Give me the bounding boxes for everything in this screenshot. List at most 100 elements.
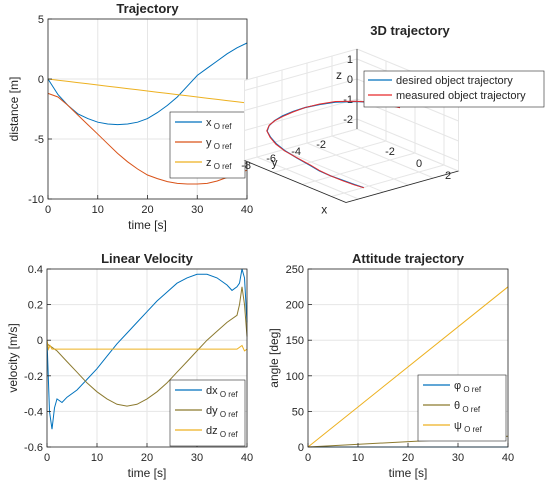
x-tick-label: 30 [452,452,464,464]
legend: desired object trajectory measured object… [363,70,545,108]
series-line-y [47,92,248,185]
x-tick-label: 10 [92,204,104,216]
chart-title: Attitude trajectory [352,251,465,266]
y-tick-label: 50 [292,406,304,418]
grid-line [356,118,459,162]
grid-line [302,152,416,185]
series-line-ψ [307,286,509,448]
chart-panel-1: -2 0 2 -8 -6 -4 -2 -2 -1 0 1 x y z 3D trajectory desire… [241,23,545,217]
legend-box [363,70,545,108]
chart-title: Linear Velocity [101,251,194,266]
y-axis-label: y [272,156,278,170]
grid-line [281,149,384,193]
grid-line [306,142,409,186]
y-axis-label: angle [deg] [267,328,281,387]
x-tick-label: 20 [402,452,414,464]
y-tick-label: -0.4 [24,406,43,418]
z-tick-label: -1 [343,94,353,106]
chart-title: Trajectory [116,1,179,16]
y-tick-label: 0 [37,335,43,347]
x-tick-label: 40 [241,452,253,464]
y-tick-label: 0.2 [28,300,43,312]
x-axis-line [345,170,459,203]
grid-line [244,58,358,91]
legend-box [169,379,246,447]
y-tick-label: -0.6 [24,442,43,454]
legend-box [417,374,507,442]
grid-line [331,135,434,179]
y-axis-label: distance [m] [7,77,21,142]
x-tick-label: 20 [141,452,153,464]
x-axis-label: time [s] [128,466,167,480]
legend-label: θ O ref [454,400,481,414]
legend-label: dy O ref [206,405,238,419]
series-line-measured [266,100,401,189]
x-tick-label: 2 [445,170,451,182]
x-tick-label: 40 [502,452,514,464]
series-line-dy [46,286,248,407]
chart-panel-3: 0 10 20 30 40 0 50 100 150 200 250 Attitude traject… [267,251,514,480]
legend-label: x O ref [206,117,232,131]
x-tick-label: 10 [352,452,364,464]
x-tick-label: 0 [305,452,311,464]
x-tick-label: 40 [241,204,253,216]
y-tick-label: 0 [298,442,304,454]
x-tick-label: 10 [91,452,103,464]
x-axis-label: x [321,203,327,217]
grid-line [244,98,358,131]
y-tick-label: -5 [34,134,44,146]
x-tick-label: 30 [191,204,203,216]
y-axis-label: velocity [m/s] [6,323,20,392]
y-tick-label: 200 [286,300,304,312]
legend-label: y O ref [206,137,232,151]
grid-line [273,140,387,173]
series-line-dx [46,268,248,430]
y-tick-label: 5 [38,14,44,26]
x-axis-label: time [s] [389,466,428,480]
x-tick-label: 0 [416,158,422,170]
x-tick-label: -2 [385,146,395,158]
grid-line [331,164,445,197]
x-tick-label: 0 [45,204,51,216]
y-tick-label: -6 [266,153,276,165]
series-line-x [47,42,248,126]
grid-line [244,78,358,111]
series-line-dz [46,340,248,352]
legend-label: dx O ref [206,385,238,399]
z-tick-label: 1 [347,54,353,66]
legend-label: z O ref [206,157,232,171]
y-tick-label: 150 [286,335,304,347]
y-tick-label: 100 [286,371,304,383]
legend-label: dz O ref [206,425,238,439]
legend-label: measured object trajectory [396,90,526,102]
grid-line [256,156,359,200]
y-tick-label: -10 [28,194,44,206]
y-axis-line [244,160,347,203]
grid-line [244,118,358,151]
x-tick-label: 0 [44,452,50,464]
z-tick-label: -2 [343,114,353,126]
chart-panel-0: 0 10 20 30 40 -10 -5 0 5 Trajectory time [s] distan… [7,1,253,232]
z-tick-label: 0 [347,74,353,86]
series-line-z [47,78,248,104]
x-tick-label: 30 [191,452,203,464]
y-tick-label: -2 [316,139,326,151]
y-tick-label: 250 [286,264,304,276]
y-tick-label: 0 [38,74,44,86]
chart-panel-2: 0 10 20 30 40 -0.6 -0.4 -0.2 0 0.2 0.4 Linear Veloc… [6,251,253,480]
legend: dx O ref dy O ref dz O ref [169,379,246,447]
legend-label: ψ O ref [454,420,483,434]
x-axis-label: time [s] [128,218,167,232]
legend-label: desired object trajectory [396,75,513,87]
legend: φ O ref θ O ref ψ O ref [417,374,507,442]
legend: x O ref y O ref z O ref [169,111,246,179]
y-tick-label: -0.2 [24,371,43,383]
y-tick-label: 0.4 [28,264,43,276]
y-tick-label: -8 [241,160,251,172]
legend-label: φ O ref [454,380,482,394]
chart-title: 3D trajectory [370,23,450,38]
x-tick-label: 20 [141,204,153,216]
y-tick-label: -4 [291,146,301,158]
z-axis-label: z [336,68,342,82]
